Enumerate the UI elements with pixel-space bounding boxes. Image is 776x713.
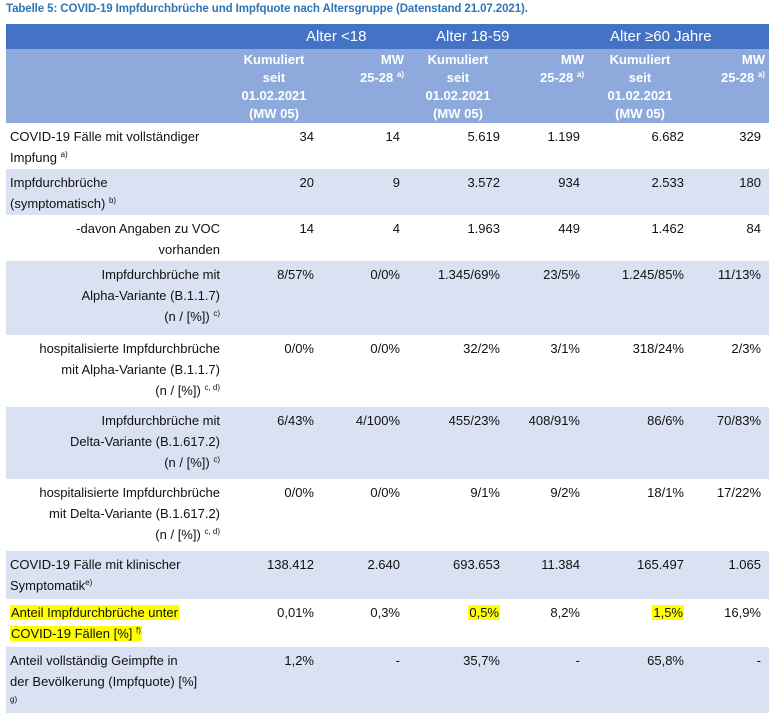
- table-cell: 9/2%: [550, 485, 580, 500]
- row-label: Impfdurchbrüche mit Delta-Variante (B.1.6…: [6, 407, 226, 479]
- table-cell: 84: [746, 221, 761, 236]
- table-cell: 1.245/85%: [588, 261, 692, 335]
- table-cell: -: [508, 647, 588, 713]
- table-row: COVID-19 Fälle mit klinischer Symptomatik…: [6, 551, 769, 599]
- table-row: Impfdurchbrüche (symptomatisch) b) 20 9 3…: [6, 169, 769, 215]
- table-cell: 17/22%: [716, 485, 761, 500]
- table-cell: 9/1%: [470, 485, 500, 500]
- table-cell: 0/0%: [370, 485, 400, 500]
- table-cell: 18/1%: [647, 485, 684, 500]
- table-cell: -: [692, 647, 769, 713]
- table-cell: 35,7%: [408, 647, 508, 713]
- row-label-highlighted: Anteil Impfdurchbrüche unter COVID-19 Fäl…: [10, 605, 179, 641]
- table-row: COVID-19 Fälle mit vollständiger Impfung …: [6, 123, 769, 169]
- table-row: hospitalisierte Impfdurchbrüche mit Alpha…: [6, 335, 769, 407]
- row-label: hospitalisierte Impfdurchbrüche mit Alpha…: [39, 341, 220, 398]
- table-cell: 8/57%: [226, 261, 322, 335]
- table-row: Anteil Impfdurchbrüche unter COVID-19 Fäl…: [6, 599, 769, 647]
- table-cell: 3/1%: [550, 341, 580, 356]
- table-cell: 2/3%: [731, 341, 761, 356]
- table-cell: 34: [299, 129, 314, 144]
- weekly-mean-header: MW 25-28 a): [508, 49, 588, 123]
- table-cell: 1.345/69%: [408, 261, 508, 335]
- table-cell: 16,9%: [724, 605, 761, 620]
- table-cell: 9: [322, 169, 408, 215]
- table-cell: 1.199: [547, 129, 580, 144]
- table-cell: 329: [739, 129, 761, 144]
- table-cell: 0,01%: [277, 605, 314, 620]
- table-cell: 14: [385, 129, 400, 144]
- table-cell-highlighted: 0,5%: [468, 605, 500, 620]
- table-cell: 455/23%: [408, 407, 508, 479]
- table-cell: 1,2%: [226, 647, 322, 713]
- group-60-plus: Alter ≥60 Jahre: [588, 24, 769, 49]
- row-label: Impfdurchbrüche mit Alpha-Variante (B.1.1…: [6, 261, 226, 335]
- table-row: Impfdurchbrüche mit Alpha-Variante (B.1.1…: [6, 261, 769, 335]
- table-cell: 8,2%: [550, 605, 580, 620]
- table-cell: 1.462: [651, 221, 684, 236]
- table-row: Anteil vollständig Geimpfte in der Bevölk…: [6, 647, 769, 713]
- table-cell: 934: [508, 169, 588, 215]
- header-blank: [6, 24, 226, 49]
- weekly-mean-header: MW 25-28 a): [322, 49, 408, 123]
- table-cell: 3.572: [408, 169, 508, 215]
- table-cell-highlighted: 1,5%: [652, 605, 684, 620]
- table-cell: 0/0%: [284, 485, 314, 500]
- table-cell: -: [322, 647, 408, 713]
- table-cell: 1.065: [692, 551, 769, 599]
- row-label: COVID-19 Fälle mit klinischer Symptomatik…: [6, 551, 226, 599]
- table-cell: 23/5%: [508, 261, 588, 335]
- vaccination-breakthrough-table: Alter <18 Alter 18-59 Alter ≥60 Jahre Ku…: [6, 24, 769, 713]
- table-cell: 2.640: [322, 551, 408, 599]
- group-under-18: Alter <18: [226, 24, 408, 49]
- table-cell: 5.619: [467, 129, 500, 144]
- table-cell: 70/83%: [692, 407, 769, 479]
- table-cell: 6/43%: [226, 407, 322, 479]
- row-label: Impfdurchbrüche (symptomatisch) b): [6, 169, 226, 215]
- row-label: COVID-19 Fälle mit vollständiger Impfung …: [10, 129, 200, 165]
- table-cell: 20: [226, 169, 322, 215]
- subheader-blank: [6, 49, 226, 123]
- table-cell: 408/91%: [508, 407, 588, 479]
- table-cell: 0,3%: [370, 605, 400, 620]
- table-cell: 65,8%: [588, 647, 692, 713]
- table-cell: 180: [692, 169, 769, 215]
- table-cell: 11/13%: [692, 261, 769, 335]
- table-cell: 2.533: [588, 169, 692, 215]
- cumulative-header: Kumuliert seit 01.02.2021 (MW 05): [408, 49, 508, 123]
- table-cell: 318/24%: [632, 341, 684, 356]
- table-row: Impfdurchbrüche mit Delta-Variante (B.1.6…: [6, 407, 769, 479]
- table-cell: 1.963: [467, 221, 500, 236]
- group-18-59: Alter 18-59: [408, 24, 588, 49]
- table-cell: 449: [558, 221, 580, 236]
- cumulative-header: Kumuliert seit 01.02.2021 (MW 05): [588, 49, 692, 123]
- table-cell: 11.384: [508, 551, 588, 599]
- table-cell: 165.497: [588, 551, 692, 599]
- table-cell: 0/0%: [284, 341, 314, 356]
- table-cell: 693.653: [408, 551, 508, 599]
- table-cell: 0/0%: [322, 261, 408, 335]
- weekly-mean-header: MW 25-28 a): [692, 49, 769, 123]
- table-cell: 32/2%: [463, 341, 500, 356]
- table-cell: 14: [299, 221, 314, 236]
- table-cell: 86/6%: [588, 407, 692, 479]
- table-cell: 6.682: [651, 129, 684, 144]
- table-row: -davon Angaben zu VOC vorhanden 14 4 1.96…: [6, 215, 769, 261]
- table-cell: 4: [392, 221, 400, 236]
- table-row: hospitalisierte Impfdurchbrüche mit Delta…: [6, 479, 769, 551]
- cumulative-header: Kumuliert seit 01.02.2021 (MW 05): [226, 49, 322, 123]
- age-group-header-row: Alter <18 Alter 18-59 Alter ≥60 Jahre: [6, 24, 769, 49]
- table-cell: 4/100%: [322, 407, 408, 479]
- subheader-row: Kumuliert seit 01.02.2021 (MW 05) MW 25-28 a…: [6, 49, 769, 123]
- row-label: -davon Angaben zu VOC vorhanden: [76, 221, 220, 257]
- row-label: hospitalisierte Impfdurchbrüche mit Delta…: [39, 485, 220, 542]
- table-cell: 138.412: [226, 551, 322, 599]
- row-label: Anteil vollständig Geimpfte in der Bevölk…: [6, 647, 226, 713]
- table-cell: 0/0%: [370, 341, 400, 356]
- table-caption: Tabelle 5: COVID-19 Impfdurchbrüche und …: [6, 3, 528, 15]
